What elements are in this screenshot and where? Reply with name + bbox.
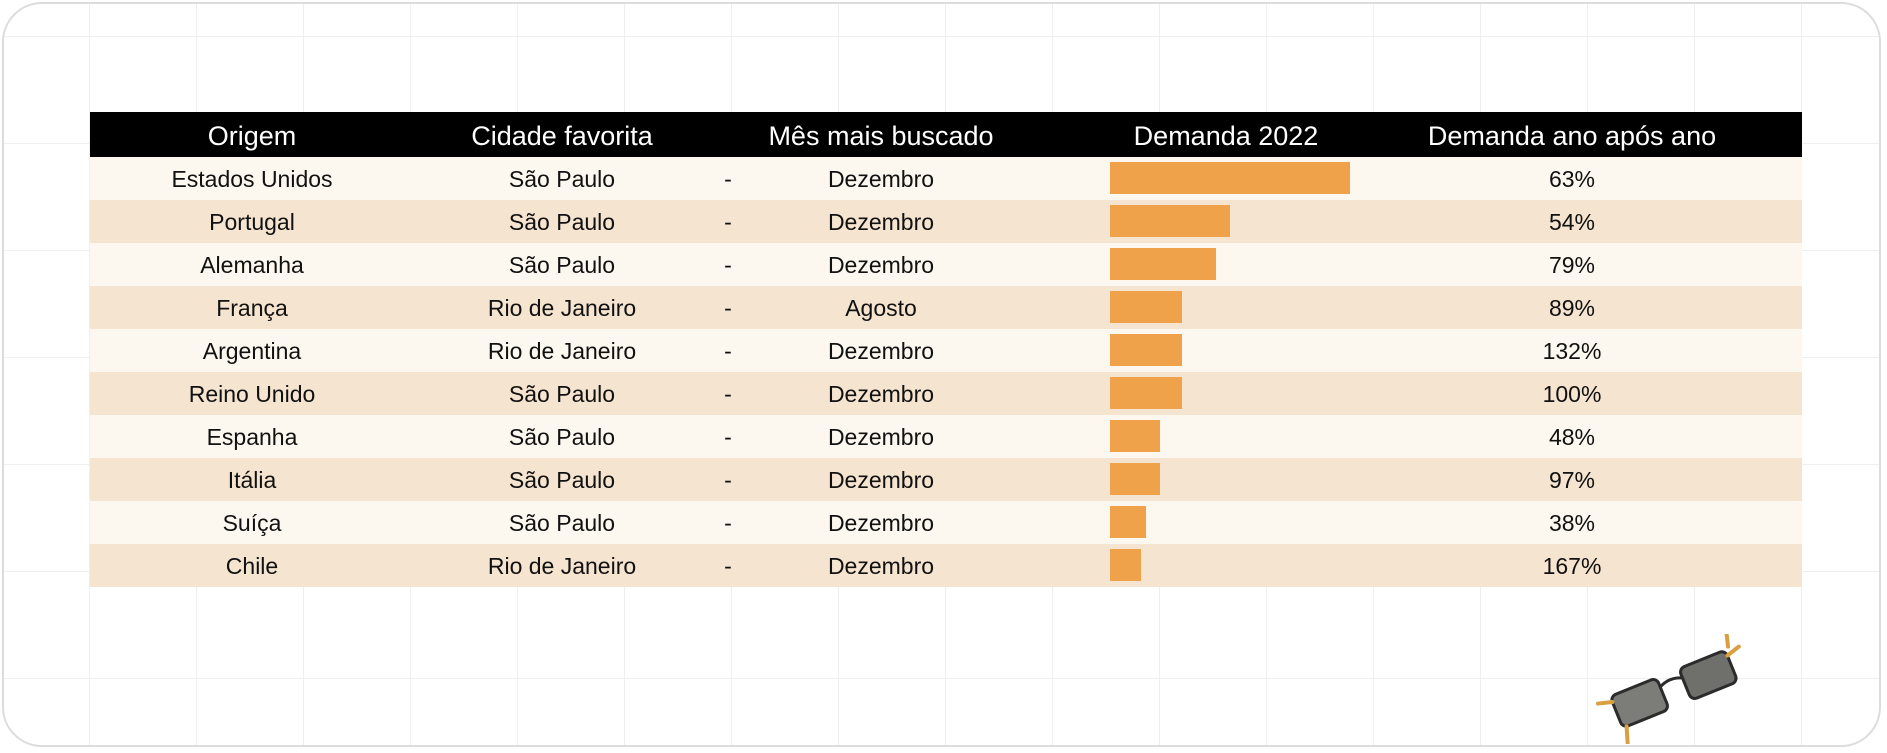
header-origem: Origem — [207, 121, 297, 151]
table-row: Alemanha São Paulo - Dezembro 79% — [90, 243, 1802, 286]
table-row: Argentina Rio de Janeiro - Dezembro 132% — [90, 329, 1802, 372]
demand-bar — [1110, 334, 1182, 366]
header-cidade-favorita: Cidade favorita — [471, 121, 653, 151]
cell-separator: - — [724, 381, 732, 407]
table-row: Suíça São Paulo - Dezembro 38% — [90, 501, 1802, 544]
header-mes-mais-buscado: Mês mais buscado — [768, 121, 994, 151]
table-row: Chile Rio de Janeiro - Dezembro 167% — [90, 544, 1802, 587]
cell-mes-mais-buscado: Dezembro — [827, 424, 935, 450]
cell-mes-mais-buscado: Dezembro — [827, 467, 935, 493]
cell-cidade-favorita: São Paulo — [508, 381, 616, 407]
cell-demanda-ano-apos-ano: 100% — [1542, 381, 1602, 407]
cell-mes-mais-buscado: Dezembro — [827, 252, 935, 278]
demand-bar — [1110, 291, 1182, 323]
cell-demanda-ano-apos-ano: 79% — [1548, 252, 1596, 278]
cell-cidade-favorita: São Paulo — [508, 510, 616, 536]
cell-origem: Itália — [227, 467, 277, 493]
table-row: Portugal São Paulo - Dezembro 54% — [90, 200, 1802, 243]
table-header: Origem Cidade favorita Mês mais buscado … — [90, 112, 1802, 157]
cell-mes-mais-buscado: Dezembro — [827, 209, 935, 235]
cell-mes-mais-buscado: Dezembro — [827, 166, 935, 192]
cell-cidade-favorita: Rio de Janeiro — [487, 553, 637, 579]
cell-separator: - — [724, 209, 732, 235]
cell-cidade-favorita: São Paulo — [508, 209, 616, 235]
demand-bar — [1110, 205, 1230, 237]
cell-origem: Chile — [225, 553, 279, 579]
cell-demanda-ano-apos-ano: 63% — [1548, 166, 1596, 192]
cell-mes-mais-buscado: Agosto — [845, 295, 917, 321]
header-demanda-2022: Demanda 2022 — [1133, 121, 1319, 151]
cell-separator: - — [724, 424, 732, 450]
table-row: Reino Unido São Paulo - Dezembro 100% — [90, 372, 1802, 415]
demand-table: Origem Cidade favorita Mês mais buscado … — [90, 112, 1802, 587]
demand-bar — [1110, 506, 1146, 538]
table-row: Espanha São Paulo - Dezembro 48% — [90, 415, 1802, 458]
cell-cidade-favorita: Rio de Janeiro — [487, 295, 637, 321]
demand-bar — [1110, 377, 1182, 409]
demand-bar — [1110, 162, 1350, 194]
header-demanda-ano-apos-ano: Demanda ano após ano — [1427, 121, 1717, 151]
cell-demanda-ano-apos-ano: 167% — [1542, 553, 1602, 579]
cell-separator: - — [724, 295, 732, 321]
sunglasses-icon — [1595, 634, 1741, 744]
cell-mes-mais-buscado: Dezembro — [827, 338, 935, 364]
cell-demanda-ano-apos-ano: 54% — [1548, 209, 1596, 235]
table-row: Itália São Paulo - Dezembro 97% — [90, 458, 1802, 501]
cell-demanda-ano-apos-ano: 132% — [1542, 338, 1602, 364]
demand-bar — [1110, 248, 1216, 280]
cell-demanda-ano-apos-ano: 89% — [1548, 295, 1596, 321]
cell-demanda-ano-apos-ano: 48% — [1548, 424, 1596, 450]
cell-origem: França — [216, 295, 288, 321]
demand-bar — [1110, 549, 1141, 581]
cell-separator: - — [724, 510, 732, 536]
cell-origem: Espanha — [206, 424, 298, 450]
table-row: Estados Unidos São Paulo - Dezembro 63% — [90, 157, 1802, 200]
cell-demanda-ano-apos-ano: 97% — [1548, 467, 1596, 493]
cell-origem: Reino Unido — [188, 381, 316, 407]
cell-origem: Suíça — [222, 510, 282, 536]
cell-cidade-favorita: São Paulo — [508, 467, 616, 493]
table-row: França Rio de Janeiro - Agosto 89% — [90, 286, 1802, 329]
cell-demanda-ano-apos-ano: 38% — [1548, 510, 1596, 536]
cell-origem: Alemanha — [200, 252, 304, 278]
cell-cidade-favorita: Rio de Janeiro — [487, 338, 637, 364]
cell-separator: - — [724, 553, 732, 579]
cell-separator: - — [724, 467, 732, 493]
cell-origem: Estados Unidos — [171, 166, 333, 192]
cell-cidade-favorita: São Paulo — [508, 252, 616, 278]
cell-separator: - — [724, 166, 732, 192]
cell-origem: Portugal — [209, 209, 295, 235]
cell-mes-mais-buscado: Dezembro — [827, 510, 935, 536]
cell-mes-mais-buscado: Dezembro — [827, 381, 935, 407]
cell-origem: Argentina — [202, 338, 302, 364]
cell-cidade-favorita: São Paulo — [508, 166, 616, 192]
cell-mes-mais-buscado: Dezembro — [827, 553, 935, 579]
demand-bar — [1110, 420, 1160, 452]
demand-bar — [1110, 463, 1160, 495]
cell-separator: - — [724, 252, 732, 278]
table-body: Estados Unidos São Paulo - Dezembro 63% Portu… — [90, 157, 1802, 587]
cell-separator: - — [724, 338, 732, 364]
cell-cidade-favorita: São Paulo — [508, 424, 616, 450]
